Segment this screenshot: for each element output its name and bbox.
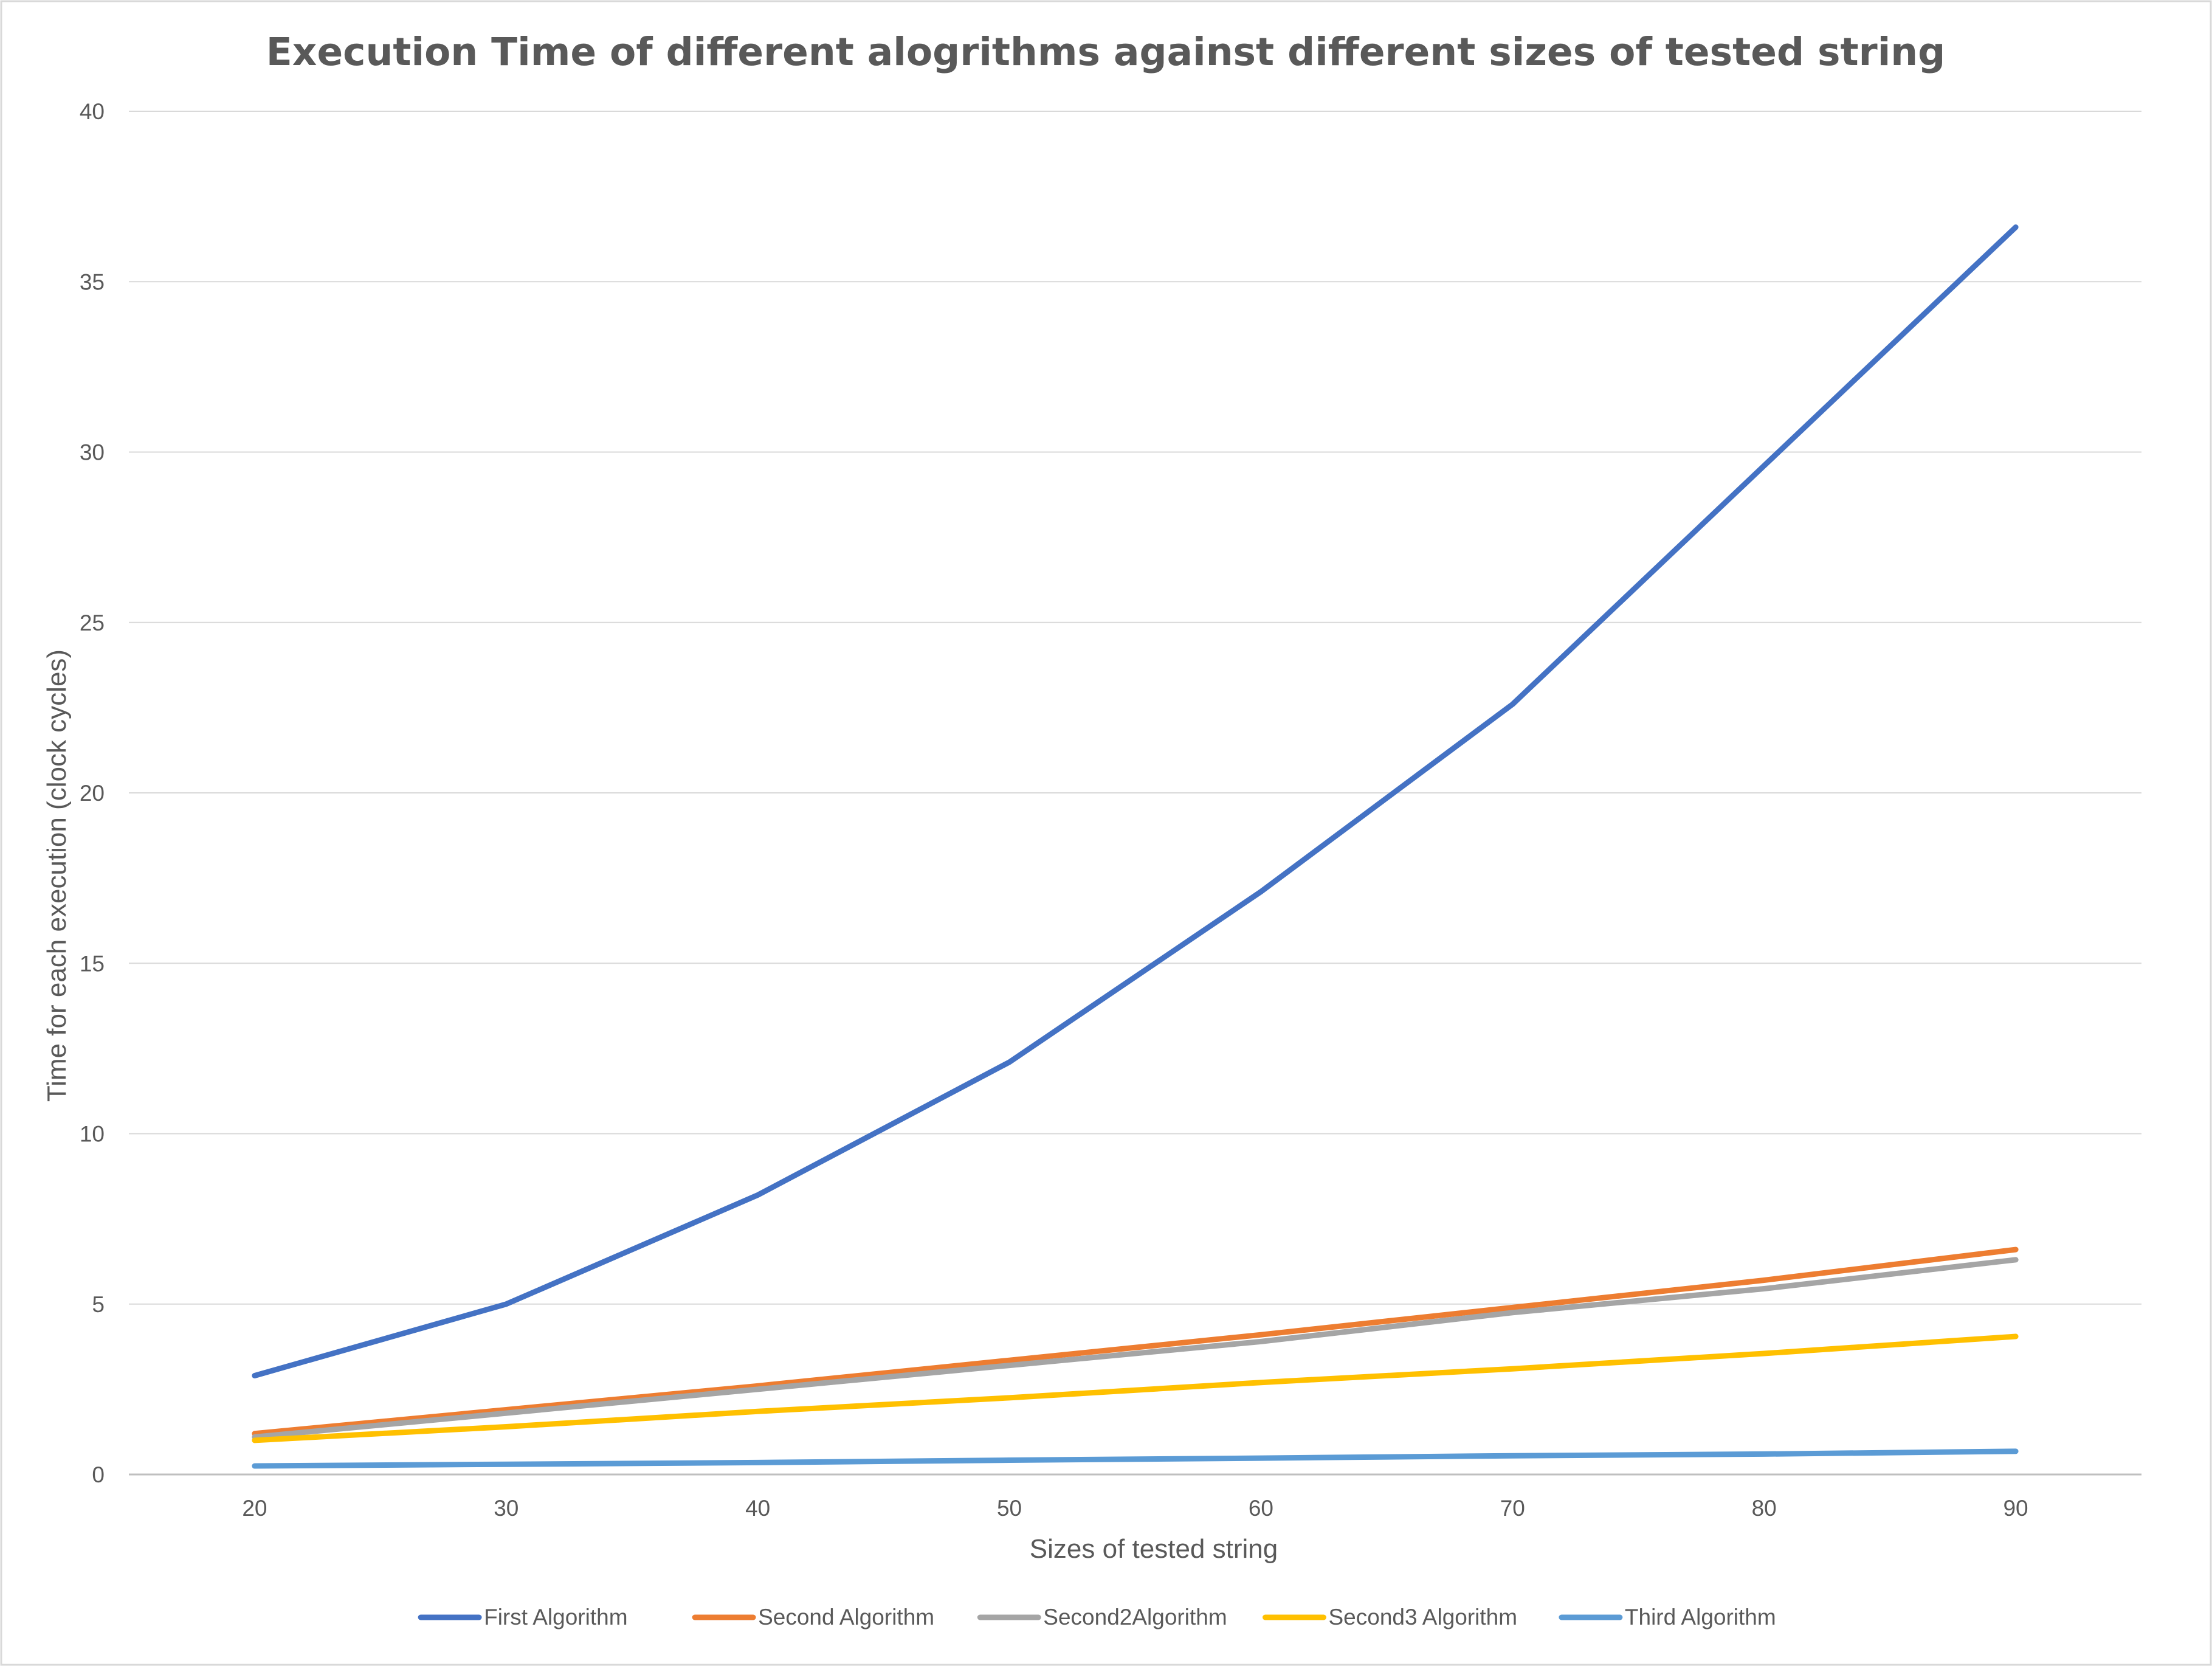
data-point <box>1009 1459 1010 1460</box>
y-tick-label: 30 <box>80 440 105 465</box>
series-line-5 <box>252 1448 2019 1469</box>
data-point <box>1763 465 1765 466</box>
series-line-1 <box>252 224 2019 1378</box>
x-tick-label: 30 <box>494 1496 519 1521</box>
x-axis-title: Sizes of tested string <box>1030 1534 1278 1564</box>
data-point <box>2015 227 2016 228</box>
data-point <box>2015 1259 2016 1260</box>
legend: First Algorithm Second Algorithm Second2Al… <box>418 1605 1776 1630</box>
y-tick-label: 25 <box>80 610 105 635</box>
data-point <box>1260 1382 1261 1383</box>
y-tick-label: 40 <box>80 99 105 124</box>
data-point <box>1260 1334 1261 1335</box>
data-point <box>254 1433 255 1434</box>
legend-item: Second3 Algorithm <box>1263 1605 1518 1630</box>
gridlines <box>129 111 2141 1305</box>
x-tick-label: 80 <box>1752 1496 1777 1521</box>
x-tick-label: 40 <box>745 1496 770 1521</box>
data-point <box>254 1436 255 1437</box>
legend-label: First Algorithm <box>484 1605 627 1630</box>
x-tick-label: 20 <box>242 1496 267 1521</box>
data-point <box>1512 1455 1513 1456</box>
y-tick-label: 20 <box>80 781 105 806</box>
data-point <box>1512 1312 1513 1313</box>
y-axis-ticks: 0 5 10 15 20 25 30 35 40 <box>80 99 105 1487</box>
series-lines <box>252 224 2019 1469</box>
data-point <box>1512 1368 1513 1369</box>
data-point <box>1512 703 1513 705</box>
series-line-4 <box>252 1333 2019 1443</box>
x-tick-label: 70 <box>1500 1496 1525 1521</box>
x-axis-ticks: 20 30 40 50 60 70 80 90 <box>242 1496 2028 1521</box>
data-point <box>1763 1453 1765 1454</box>
data-point <box>1009 1062 1010 1063</box>
legend-label: Second3 Algorithm <box>1329 1605 1518 1630</box>
data-point <box>506 1464 507 1465</box>
data-point <box>1763 1280 1765 1281</box>
legend-label: Second2Algorithm <box>1043 1605 1227 1630</box>
y-axis-title: Time for each execution (clock cycles) <box>42 649 72 1102</box>
data-point <box>254 1465 255 1467</box>
data-point <box>1009 1360 1010 1361</box>
data-point <box>1009 1397 1010 1398</box>
data-point <box>757 1385 759 1386</box>
data-point <box>757 1462 759 1463</box>
legend-label: Second Algorithm <box>758 1605 934 1630</box>
y-tick-label: 35 <box>80 269 105 294</box>
y-tick-label: 5 <box>92 1292 105 1317</box>
y-tick-label: 0 <box>92 1462 105 1487</box>
data-point <box>2015 1249 2016 1250</box>
data-point <box>1512 1307 1513 1308</box>
legend-item: First Algorithm <box>418 1605 628 1630</box>
legend-item: Second2Algorithm <box>977 1605 1227 1630</box>
data-point <box>757 1389 759 1390</box>
y-tick-label: 10 <box>80 1122 105 1147</box>
data-point <box>506 1304 507 1305</box>
data-point <box>1009 1365 1010 1366</box>
chart-title: Execution Time of different alogrithms a… <box>266 30 1945 74</box>
data-point <box>2015 1451 2016 1452</box>
data-point <box>506 1426 507 1428</box>
x-tick-label: 90 <box>2003 1496 2028 1521</box>
data-point <box>757 1194 759 1195</box>
data-point <box>1763 1288 1765 1290</box>
x-tick-label: 60 <box>1249 1496 1273 1521</box>
data-point <box>1763 1353 1765 1354</box>
data-point <box>254 1440 255 1441</box>
data-point <box>1260 891 1261 893</box>
data-point <box>506 1409 507 1411</box>
series-line-2 <box>252 1246 2019 1437</box>
data-point <box>1260 1341 1261 1342</box>
legend-item: Third Algorithm <box>1559 1605 1776 1630</box>
data-point <box>1260 1457 1261 1459</box>
series-line-3 <box>252 1257 2019 1440</box>
legend-label: Third Algorithm <box>1625 1605 1776 1630</box>
data-point <box>757 1411 759 1412</box>
data-point <box>506 1412 507 1414</box>
legend-item: Second Algorithm <box>692 1605 934 1630</box>
data-point <box>254 1375 255 1376</box>
data-point <box>2015 1336 2016 1337</box>
y-tick-label: 15 <box>80 951 105 976</box>
x-tick-label: 50 <box>997 1496 1022 1521</box>
